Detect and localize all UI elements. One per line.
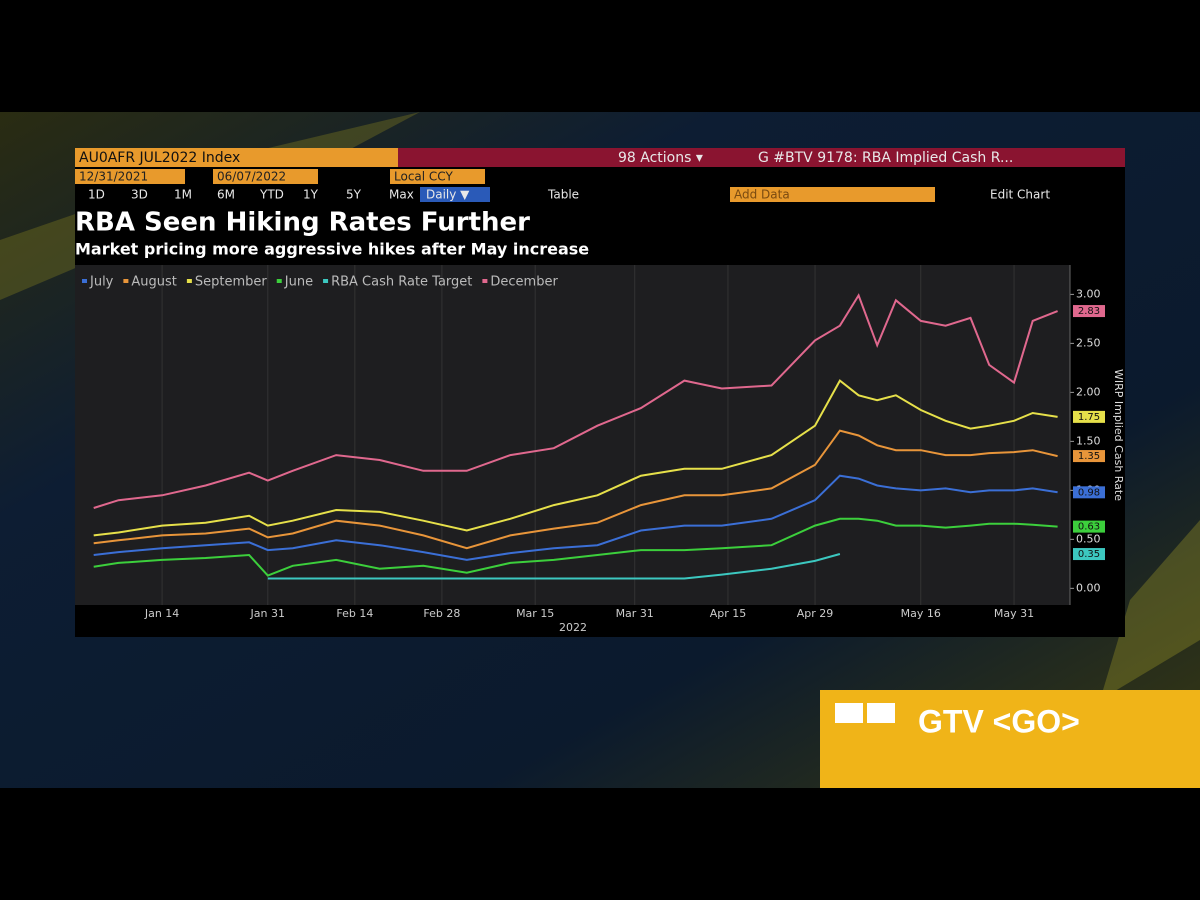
legend-label: June xyxy=(284,275,313,290)
banner-text: GTV <GO> xyxy=(918,703,1080,739)
x-tick-label: Apr 29 xyxy=(797,607,834,620)
y-tick-label: 0.50 xyxy=(1076,532,1101,545)
legend-swatch xyxy=(123,279,129,283)
period-button[interactable]: 6M xyxy=(217,188,235,202)
last-value-label: 0.35 xyxy=(1078,549,1100,560)
plot-area xyxy=(75,265,1070,605)
series-line xyxy=(267,553,841,580)
last-value-tag xyxy=(1073,486,1105,499)
x-tick-label: Feb 14 xyxy=(336,607,373,620)
last-value-label: 1.35 xyxy=(1078,451,1100,462)
x-tick-label: Jan 31 xyxy=(250,607,285,620)
chart-subtitle: Market pricing more aggressive hikes aft… xyxy=(75,240,589,259)
period-button[interactable]: 5Y xyxy=(346,188,362,202)
period-buttons: 1D 3D 1M 6M YTD 1Y 5Y Max xyxy=(88,188,414,202)
y-tick-label: 0.00 xyxy=(1076,581,1101,594)
end-date-field[interactable] xyxy=(213,169,318,184)
legend-swatch xyxy=(276,279,282,283)
series-line xyxy=(93,474,1058,561)
period-button[interactable]: 1M xyxy=(174,188,192,202)
header-bar xyxy=(398,148,1125,167)
security: AU0AFR JUL2022 Index xyxy=(79,150,240,166)
legend-swatch xyxy=(482,279,488,283)
frequency: Daily ▼ xyxy=(426,188,470,202)
period-button[interactable]: Max xyxy=(389,188,414,202)
x-tick-label: Mar 31 xyxy=(616,607,654,620)
y-tick-label: 3.00 xyxy=(1076,287,1101,300)
light-streak xyxy=(1100,520,1200,700)
series-line xyxy=(93,517,1058,577)
end-date: 06/07/2022 xyxy=(217,170,286,184)
chart-name: G #BTV 9178: RBA Implied Cash R... xyxy=(758,150,1013,166)
y-tick-label: 2.00 xyxy=(1076,385,1101,398)
y-axis-label: WIRP Implied Cash Rate xyxy=(1112,369,1125,501)
plot: Jan 14 Jan 31 Feb 14 Feb 28 Mar 15 Mar 31 Apr … xyxy=(82,265,1105,620)
frequency-button[interactable] xyxy=(420,187,490,202)
last-value-tag xyxy=(1073,450,1105,463)
last-value-tag xyxy=(1073,548,1105,561)
period-button[interactable]: YTD xyxy=(259,188,284,202)
y-tick-label: 2.50 xyxy=(1076,336,1101,349)
last-value-tag xyxy=(1073,305,1105,318)
series-line xyxy=(93,293,1058,509)
chart-title: RBA Seen Hiking Rates Further xyxy=(75,208,530,238)
last-value-label: 1.75 xyxy=(1078,412,1100,423)
edit-chart[interactable]: Edit Chart xyxy=(990,188,1050,202)
legend-label: July xyxy=(89,275,114,290)
last-value-tag xyxy=(1073,410,1105,423)
x-axis-label: 2022 xyxy=(559,621,587,634)
period-button[interactable]: 3D xyxy=(131,188,148,202)
x-tick-label: Apr 15 xyxy=(710,607,747,620)
legend-label: December xyxy=(490,275,558,290)
start-date-field[interactable] xyxy=(75,169,185,184)
start-date: 12/31/2021 xyxy=(79,170,148,184)
series-line xyxy=(93,379,1058,537)
currency: Local CCY xyxy=(394,170,453,184)
actions-menu[interactable]: 98 Actions ▾ xyxy=(618,150,703,166)
x-tick-label: Jan 14 xyxy=(144,607,179,620)
legend-label: RBA Cash Rate Target xyxy=(331,275,472,290)
legend-swatch xyxy=(82,279,87,283)
x-tick-label: Mar 15 xyxy=(516,607,554,620)
currency-field[interactable] xyxy=(390,169,485,184)
last-value-label: 0.63 xyxy=(1078,522,1100,533)
legend-label: September xyxy=(195,275,268,290)
y-tick-label: 1.50 xyxy=(1076,434,1101,447)
period-button[interactable]: 1Y xyxy=(303,188,319,202)
banner-icon xyxy=(835,703,863,723)
x-tick-label: May 31 xyxy=(994,607,1034,620)
security-field[interactable] xyxy=(75,148,398,167)
legend-swatch xyxy=(186,279,192,283)
x-tick-label: May 16 xyxy=(901,607,941,620)
x-tick-label: Feb 28 xyxy=(423,607,460,620)
last-value-tag xyxy=(1073,520,1105,533)
legend-label: August xyxy=(131,275,177,290)
last-value-label: 0.98 xyxy=(1078,487,1100,498)
add-data-field[interactable] xyxy=(730,187,935,202)
banner-icon xyxy=(867,703,895,723)
table-button[interactable]: Table xyxy=(547,188,579,202)
period-button[interactable]: 1D xyxy=(88,188,105,202)
series-line xyxy=(93,429,1058,550)
add-data: Add Data xyxy=(734,188,790,202)
last-value-label: 2.83 xyxy=(1078,306,1100,317)
legend-swatch xyxy=(323,279,329,283)
